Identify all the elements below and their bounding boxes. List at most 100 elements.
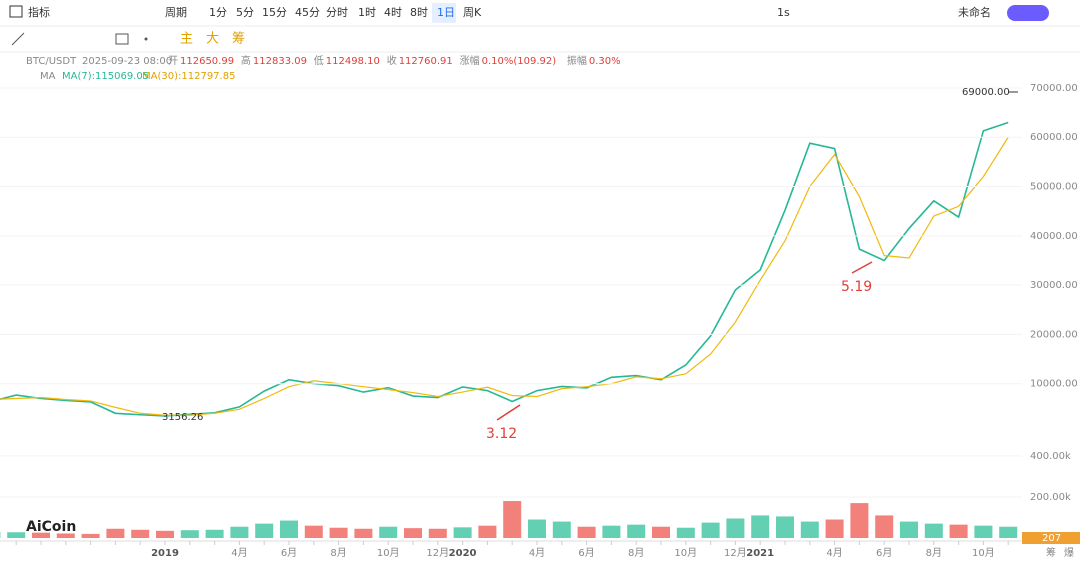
active-tab bbox=[432, 3, 456, 23]
panel-tab[interactable]: 筹 bbox=[1046, 546, 1056, 559]
x-tick-label: 6月 bbox=[578, 547, 594, 559]
volume-bar bbox=[701, 522, 720, 538]
tool-icon[interactable] bbox=[11, 32, 25, 46]
volume-bar bbox=[528, 519, 546, 538]
volume-bar bbox=[478, 525, 497, 538]
field-value: 112760.91 bbox=[399, 56, 453, 67]
volume-bar bbox=[800, 521, 819, 538]
toolbar-item[interactable]: 1分 bbox=[209, 6, 227, 19]
toolbar-item[interactable]: 1时 bbox=[358, 6, 376, 19]
x-tick-label: 4月 bbox=[231, 547, 247, 559]
ai-button[interactable] bbox=[1007, 5, 1049, 21]
volume-bar bbox=[453, 527, 472, 538]
volume-bar bbox=[676, 527, 695, 538]
x-tick-label: 2021 bbox=[746, 548, 774, 559]
field-label: 低 bbox=[314, 54, 324, 67]
toolbar-item[interactable]: 4时 bbox=[384, 6, 402, 19]
field-label: 开 bbox=[168, 56, 178, 67]
tool-icon[interactable] bbox=[115, 33, 129, 45]
volume-bar bbox=[7, 532, 26, 538]
toolbar-item[interactable]: 周K bbox=[463, 6, 482, 19]
x-tick-label: 8月 bbox=[926, 547, 942, 559]
annotation: 3.12 bbox=[486, 426, 517, 442]
x-tick-label: 8月 bbox=[628, 547, 644, 559]
volume-bar bbox=[81, 533, 100, 538]
volume-bar bbox=[56, 533, 75, 538]
toolbar-item[interactable]: 45分 bbox=[295, 6, 320, 19]
toolbar-right[interactable]: 1s bbox=[777, 6, 790, 19]
main-tool[interactable]: 大 bbox=[206, 32, 219, 47]
volume-bar bbox=[652, 526, 670, 538]
y-tick-label: 30000.00 bbox=[1030, 280, 1078, 291]
y-tick-label: 40000.00 bbox=[1030, 231, 1078, 242]
volume-tick-label: 200.00k bbox=[1030, 492, 1071, 503]
volume-bar bbox=[900, 521, 918, 538]
indicator-icon[interactable] bbox=[9, 5, 23, 18]
arrow bbox=[496, 404, 521, 421]
volume-bar bbox=[106, 528, 125, 538]
annotation: 5.19 bbox=[841, 279, 872, 295]
x-tick-label: 6月 bbox=[876, 547, 892, 559]
volume-bar bbox=[428, 528, 447, 538]
volume-bar bbox=[205, 529, 224, 538]
field-label: 高 bbox=[241, 54, 251, 67]
ma30: MA(30):112797.85 bbox=[142, 71, 235, 82]
ma-line bbox=[0, 136, 1009, 416]
field-value: 112650.99 bbox=[180, 56, 234, 67]
arrow bbox=[851, 261, 873, 274]
field-label: 振幅 bbox=[567, 54, 587, 67]
high-label: 69000.00 bbox=[962, 87, 1010, 98]
y-tick-label: 50000.00 bbox=[1030, 182, 1078, 193]
volume-tick-label: 400.00k bbox=[1030, 451, 1071, 462]
volume-bar bbox=[627, 524, 646, 538]
volume-bar bbox=[404, 528, 422, 538]
low-label: 3156.26 bbox=[162, 412, 203, 423]
x-tick-label: 4月 bbox=[826, 547, 842, 559]
field-value: 112833.09 bbox=[253, 56, 307, 67]
volume-bar bbox=[751, 515, 770, 538]
x-tick-label: 12月 bbox=[426, 547, 449, 559]
x-tick-label: 6月 bbox=[281, 547, 297, 559]
toolbar-item[interactable]: 15分 bbox=[262, 6, 287, 19]
volume-bar bbox=[776, 516, 794, 538]
toolbar-right[interactable]: 未命名 bbox=[958, 5, 991, 19]
toolbar-item[interactable]: 指标 bbox=[28, 5, 50, 19]
volume-bar bbox=[354, 528, 373, 538]
panel-tab[interactable]: 爆 bbox=[1064, 547, 1074, 559]
price-line bbox=[0, 121, 1009, 417]
volume-bar bbox=[999, 526, 1018, 538]
volume-bar bbox=[825, 519, 844, 538]
volume-bar bbox=[329, 527, 348, 538]
ma-title: MA bbox=[40, 71, 56, 82]
y-tick-label: 70000.00 bbox=[1030, 83, 1078, 94]
field-value: 0.30% bbox=[589, 56, 621, 67]
toolbar-item[interactable]: 8时 bbox=[410, 6, 428, 19]
field-value: 112498.10 bbox=[326, 56, 380, 67]
toolbar-item[interactable]: 分时 bbox=[326, 6, 348, 19]
time: 2025-09-23 08:00 bbox=[82, 56, 172, 67]
volume-bar bbox=[949, 524, 968, 538]
volume-bar bbox=[156, 530, 174, 538]
toolbar-item[interactable]: 周期 bbox=[165, 6, 187, 19]
x-tick-label: 10月 bbox=[674, 547, 697, 559]
main-tool[interactable]: 筹 bbox=[232, 31, 245, 47]
main-tool[interactable]: 主 bbox=[180, 32, 193, 47]
volume-bar bbox=[850, 503, 869, 538]
watermark: AiCoin bbox=[26, 519, 76, 535]
x-tick-label: 10月 bbox=[972, 547, 995, 559]
y-tick-label: 10000.00 bbox=[1030, 379, 1078, 390]
symbol: BTC/USDT bbox=[26, 56, 77, 67]
y-tick-label: 20000.00 bbox=[1030, 329, 1078, 340]
volume-bar bbox=[304, 525, 323, 538]
volume-bar bbox=[552, 521, 571, 538]
x-tick-label: 12月 bbox=[724, 547, 747, 559]
draw-tools bbox=[11, 32, 148, 46]
volume-bar bbox=[180, 530, 199, 538]
tool-icon[interactable] bbox=[144, 37, 148, 41]
toolbar-item[interactable]: 1日 bbox=[437, 6, 455, 19]
x-tick-label: 2019 bbox=[151, 548, 179, 559]
toolbar-item[interactable]: 5分 bbox=[236, 6, 254, 19]
volume-bar bbox=[503, 501, 522, 538]
last-volume: 207 bbox=[1042, 533, 1061, 544]
